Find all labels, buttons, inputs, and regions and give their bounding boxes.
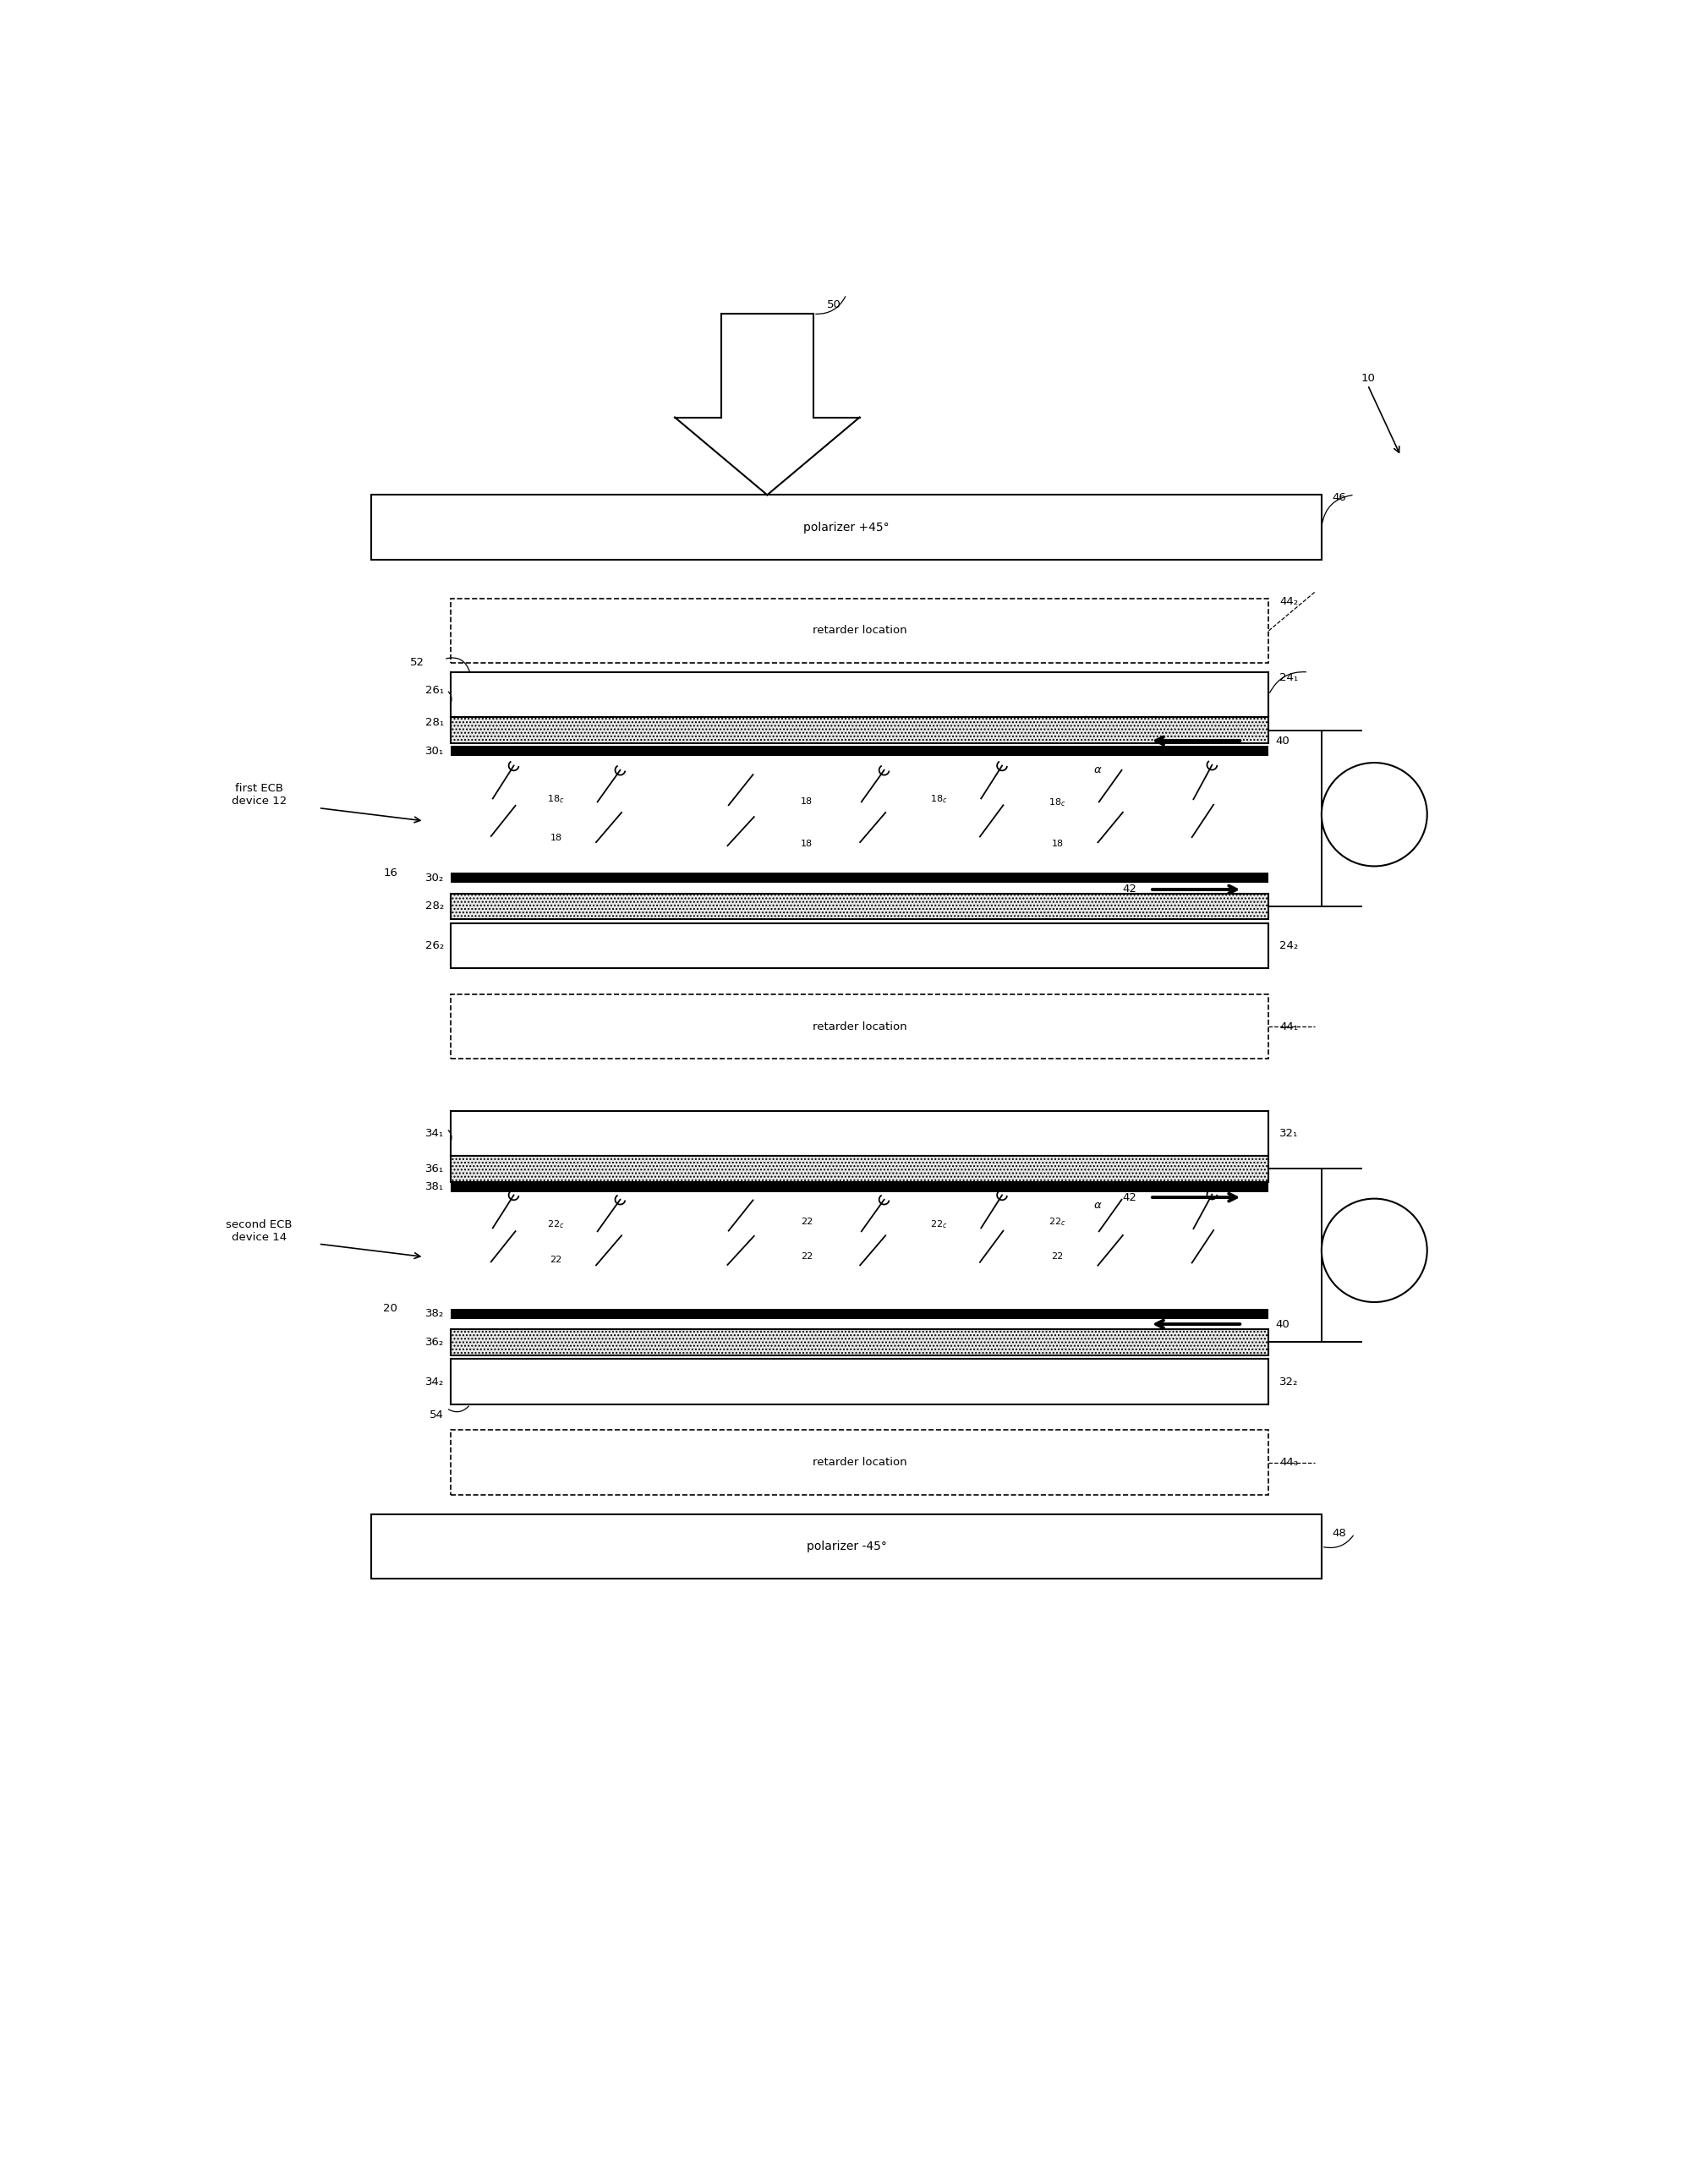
Text: $18_c$: $18_c$ [930, 793, 947, 804]
Text: 44₃: 44₃ [1279, 1457, 1298, 1468]
Text: retarder location: retarder location [812, 1457, 906, 1468]
Text: 30₁: 30₁ [426, 745, 444, 756]
Bar [450, 1431, 1269, 1494]
Text: 40: 40 [1276, 1319, 1289, 1330]
Text: α: α [1093, 1199, 1100, 1210]
Text: 26₂: 26₂ [426, 941, 444, 952]
Bar [450, 716, 1269, 743]
Text: polarizer +45°: polarizer +45° [804, 522, 889, 533]
Text: $18_c$: $18_c$ [1049, 797, 1066, 808]
Text: α: α [1093, 1326, 1100, 1339]
Text: 18: 18 [550, 834, 562, 843]
Text: 18: 18 [800, 841, 812, 847]
Text: 52: 52 [410, 657, 424, 668]
Text: 22: 22 [1051, 1254, 1064, 1260]
Text: 44₁: 44₁ [1279, 1022, 1298, 1033]
Circle shape [1322, 762, 1427, 867]
Text: α: α [1093, 891, 1100, 902]
Text: 28₁: 28₁ [426, 716, 444, 729]
Bar [450, 893, 1269, 919]
Bar [450, 747, 1269, 756]
Text: 48: 48 [1332, 1529, 1347, 1540]
Text: 18: 18 [1051, 841, 1064, 847]
Text: retarder location: retarder location [812, 625, 906, 636]
Text: V: V [1369, 806, 1379, 821]
Text: retarder location: retarder location [812, 1022, 906, 1033]
Text: 34₁: 34₁ [426, 1127, 444, 1138]
Text: 38₁: 38₁ [426, 1182, 444, 1192]
Text: $22_c$: $22_c$ [930, 1219, 947, 1230]
Polygon shape [720, 314, 814, 417]
Bar [450, 673, 1269, 716]
Text: 36₂: 36₂ [426, 1337, 444, 1348]
Bar [450, 874, 1269, 882]
Bar [450, 1155, 1269, 1182]
Text: 34₂: 34₂ [426, 1376, 444, 1387]
Bar [450, 1358, 1269, 1404]
Text: 22: 22 [800, 1254, 812, 1260]
Text: 44₂: 44₂ [1279, 596, 1298, 607]
Text: 30₂: 30₂ [426, 871, 444, 882]
Bar [450, 924, 1269, 968]
Text: V: V [1369, 1243, 1379, 1258]
Text: first ECB
device 12: first ECB device 12 [232, 784, 286, 806]
Text: α: α [1093, 764, 1100, 775]
Text: 50: 50 [826, 299, 841, 310]
Text: 36₁: 36₁ [426, 1164, 444, 1175]
Text: 54: 54 [429, 1409, 444, 1420]
Text: 24₁: 24₁ [1279, 673, 1298, 684]
Text: second ECB
device 14: second ECB device 14 [226, 1219, 293, 1243]
Bar [371, 496, 1322, 559]
Text: 22: 22 [800, 1219, 812, 1225]
Bar [450, 1182, 1269, 1192]
Bar [450, 1308, 1269, 1319]
Text: 24₂: 24₂ [1279, 941, 1298, 952]
Text: polarizer -45°: polarizer -45° [806, 1540, 887, 1553]
Text: 38₂: 38₂ [426, 1308, 444, 1319]
Text: 32₁: 32₁ [1279, 1127, 1298, 1138]
Bar [450, 598, 1269, 664]
Text: $22_c$: $22_c$ [547, 1219, 565, 1230]
Text: 40: 40 [1276, 736, 1289, 747]
Bar [450, 1330, 1269, 1354]
Text: 10: 10 [1361, 373, 1376, 384]
Polygon shape [674, 417, 860, 496]
Bar [450, 1112, 1269, 1155]
Bar [450, 994, 1269, 1059]
Circle shape [1322, 1199, 1427, 1302]
Text: 22: 22 [550, 1256, 562, 1265]
Text: 26₁: 26₁ [426, 686, 444, 697]
Text: 28₂: 28₂ [426, 900, 444, 911]
Text: $22_c$: $22_c$ [1049, 1216, 1066, 1227]
Text: 42: 42 [1122, 885, 1138, 895]
Text: 18: 18 [800, 797, 812, 806]
Text: $18_c$: $18_c$ [547, 793, 565, 804]
Text: 32₂: 32₂ [1279, 1376, 1298, 1387]
Text: 42: 42 [1122, 1192, 1138, 1203]
Text: 46: 46 [1332, 491, 1347, 502]
Text: 16: 16 [383, 867, 397, 878]
Text: 20: 20 [383, 1304, 397, 1315]
Bar [371, 1514, 1322, 1579]
